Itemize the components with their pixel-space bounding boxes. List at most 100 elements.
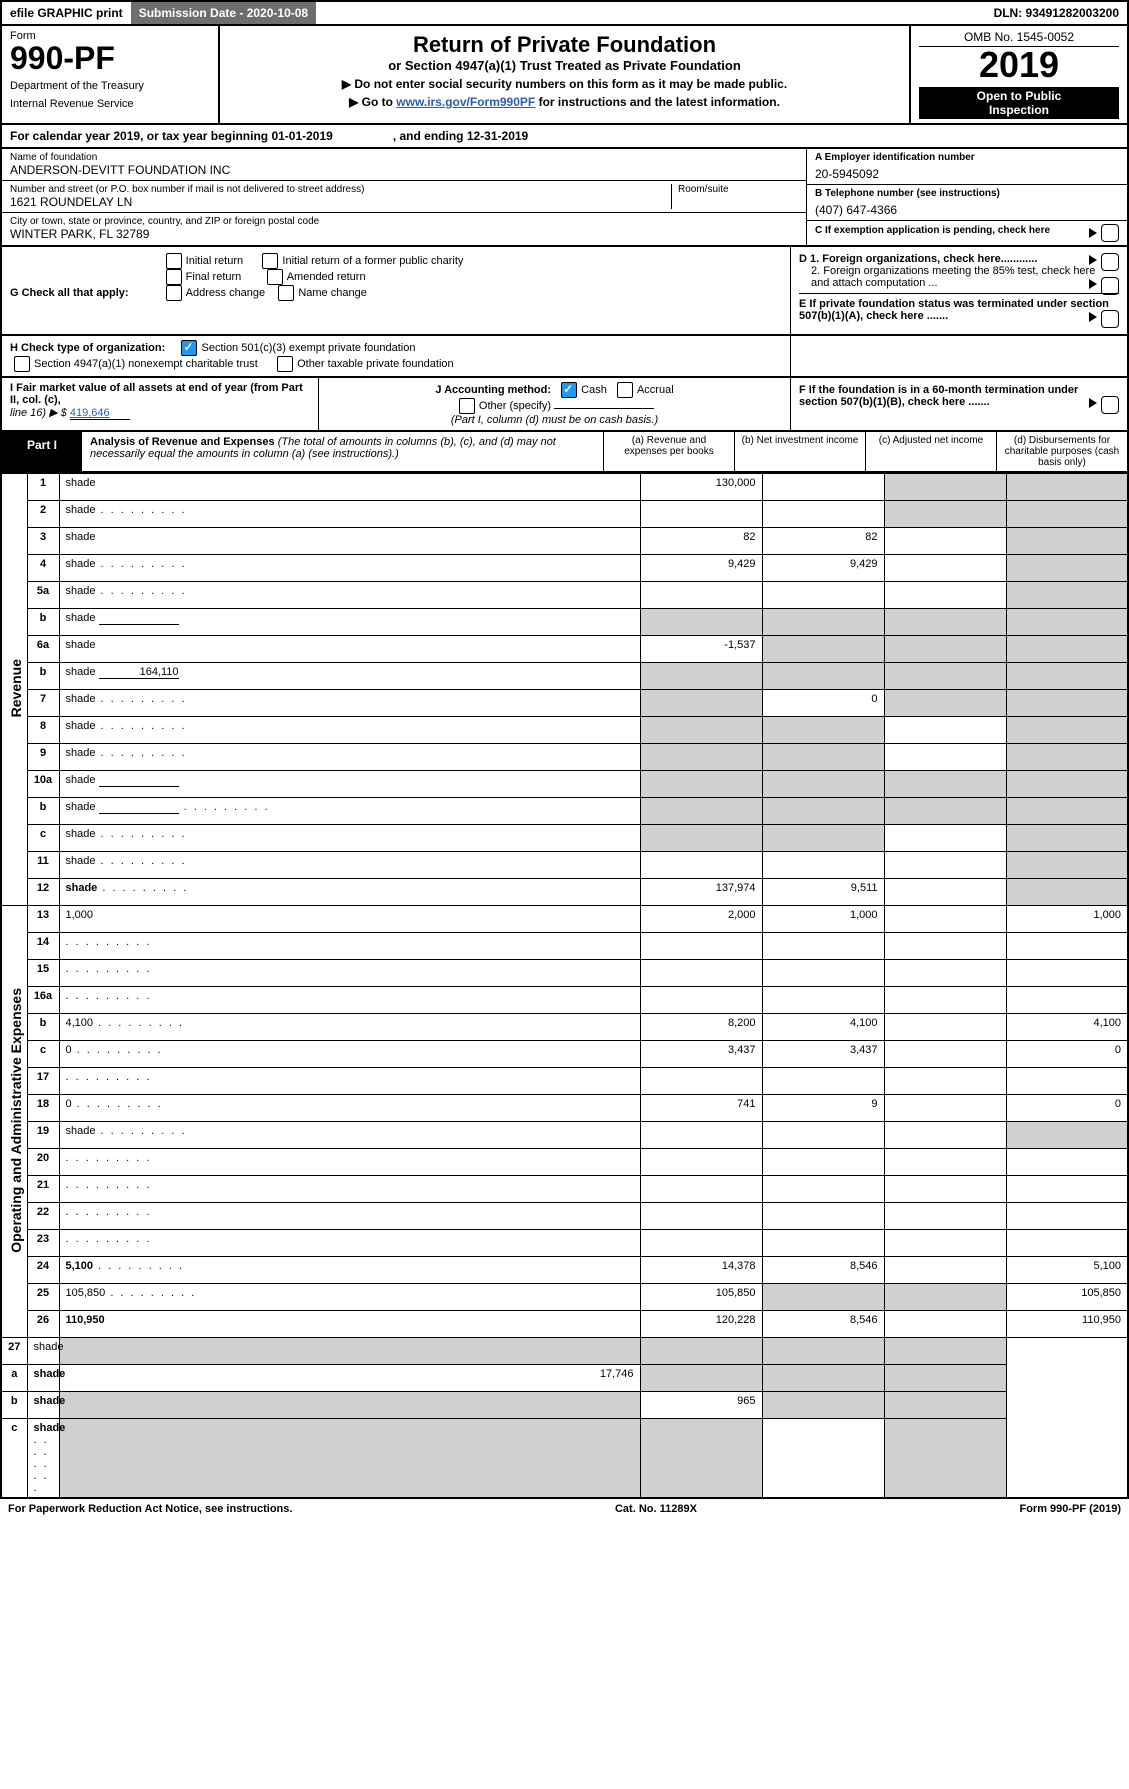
cell-shaded <box>1006 690 1128 717</box>
table-row: b4,1008,2004,1004,100 <box>1 1014 1128 1041</box>
cell-value <box>762 582 884 609</box>
cell-value: 1,000 <box>1006 906 1128 933</box>
section-ij: I Fair market value of all assets at end… <box>0 378 1129 432</box>
f-checkbox[interactable] <box>1101 396 1119 414</box>
exemption-checkbox[interactable] <box>1101 224 1119 242</box>
name-change-checkbox[interactable] <box>278 285 294 301</box>
cell-value <box>762 987 884 1014</box>
cell-shaded <box>762 663 884 690</box>
cell-shaded <box>1006 798 1128 825</box>
row-description: shade <box>59 825 640 852</box>
table-row: Revenue1shade130,000 <box>1 474 1128 501</box>
initial-former-checkbox[interactable] <box>262 253 278 269</box>
d1-label: D 1. Foreign organizations, check here..… <box>799 253 1037 265</box>
table-row: 27shade <box>1 1338 1128 1365</box>
cell-value <box>884 1014 1006 1041</box>
cell-value <box>884 879 1006 906</box>
cell-value: 2,000 <box>640 906 762 933</box>
cell-value <box>1006 933 1128 960</box>
row-description: shade <box>59 609 640 636</box>
form-header: Form 990-PF Department of the Treasury I… <box>0 26 1129 125</box>
d2-checkbox[interactable] <box>1101 277 1119 295</box>
cell-value <box>762 1419 884 1499</box>
cell-shaded <box>640 690 762 717</box>
row-number: 25 <box>27 1284 59 1311</box>
address-change-checkbox[interactable] <box>166 285 182 301</box>
cell-value: 0 <box>1006 1095 1128 1122</box>
cell-shaded <box>762 636 884 663</box>
cell-value <box>640 1230 762 1257</box>
cell-shaded <box>640 1338 762 1365</box>
table-row: 245,10014,3788,5465,100 <box>1 1257 1128 1284</box>
4947-checkbox[interactable] <box>14 356 30 372</box>
other-method-checkbox[interactable] <box>459 398 475 414</box>
cell-value <box>762 960 884 987</box>
cell-shaded <box>1006 582 1128 609</box>
accrual-checkbox[interactable] <box>617 382 633 398</box>
row-description: 105,850 <box>59 1284 640 1311</box>
row-number: c <box>1 1419 27 1499</box>
arrow-icon <box>1089 228 1097 238</box>
cash-checkbox[interactable] <box>561 382 577 398</box>
table-row: 23 <box>1 1230 1128 1257</box>
final-return-checkbox[interactable] <box>166 269 182 285</box>
row-number: b <box>27 798 59 825</box>
row-description: shade <box>59 582 640 609</box>
cell-value: 82 <box>640 528 762 555</box>
amended-return-checkbox[interactable] <box>267 269 283 285</box>
fmv-amount[interactable]: 419,646 <box>70 407 130 420</box>
cell-value <box>762 852 884 879</box>
row-number: 10a <box>27 771 59 798</box>
table-row: ashade17,746 <box>1 1365 1128 1392</box>
cell-shaded <box>884 1284 1006 1311</box>
foundation-name: ANDERSON-DEVITT FOUNDATION INC <box>10 163 798 177</box>
cell-shaded <box>1006 852 1128 879</box>
row-number: 22 <box>27 1203 59 1230</box>
cell-value: -1,537 <box>640 636 762 663</box>
cell-value <box>884 528 1006 555</box>
part1-title-text: Analysis of Revenue and Expenses <box>90 436 275 448</box>
cell-shaded <box>1006 663 1128 690</box>
501c3-checkbox[interactable] <box>181 340 197 356</box>
initial-return-checkbox[interactable] <box>166 253 182 269</box>
row-description: shade <box>59 744 640 771</box>
row-description <box>59 1230 640 1257</box>
cell-value: 17,746 <box>59 1365 640 1392</box>
city-state-zip: WINTER PARK, FL 32789 <box>10 227 798 241</box>
other-taxable-checkbox[interactable] <box>277 356 293 372</box>
instructions-line: ▶ Go to www.irs.gov/Form990PF for instru… <box>228 95 901 109</box>
side-label: Operating and Administrative Expenses <box>1 906 27 1338</box>
cell-shaded <box>884 609 1006 636</box>
instructions-link[interactable]: www.irs.gov/Form990PF <box>396 95 535 109</box>
row-number: 12 <box>27 879 59 906</box>
row-number: b <box>1 1392 27 1419</box>
part1-header: Part I Analysis of Revenue and Expenses … <box>0 432 1129 473</box>
row-description: shade <box>59 690 640 717</box>
g-label: G Check all that apply: <box>10 287 129 299</box>
row-number: b <box>27 609 59 636</box>
row-description: shade <box>59 474 640 501</box>
row-description: 1,000 <box>59 906 640 933</box>
cell-value <box>640 987 762 1014</box>
dln: DLN: 93491282003200 <box>986 2 1127 24</box>
row-number: 1 <box>27 474 59 501</box>
table-row: 17 <box>1 1068 1128 1095</box>
row-number: 7 <box>27 690 59 717</box>
cal-year-end: , and ending 12-31-2019 <box>393 129 528 143</box>
row-description: shade <box>59 555 640 582</box>
cell-shaded <box>1006 825 1128 852</box>
row-description <box>59 987 640 1014</box>
d2-label: 2. Foreign organizations meeting the 85%… <box>811 265 1095 289</box>
cell-shaded <box>640 825 762 852</box>
row-number: 21 <box>27 1176 59 1203</box>
row-description: shade <box>59 501 640 528</box>
table-row: 20 <box>1 1149 1128 1176</box>
section-g: G Check all that apply: Initial return I… <box>0 247 1129 336</box>
form-title: Return of Private Foundation <box>228 32 901 58</box>
d1-checkbox[interactable] <box>1101 253 1119 271</box>
table-row: 11shade <box>1 852 1128 879</box>
cell-shaded <box>640 663 762 690</box>
cell-shaded <box>884 1392 1006 1419</box>
e-checkbox[interactable] <box>1101 310 1119 328</box>
ein: 20-5945092 <box>815 163 1119 181</box>
